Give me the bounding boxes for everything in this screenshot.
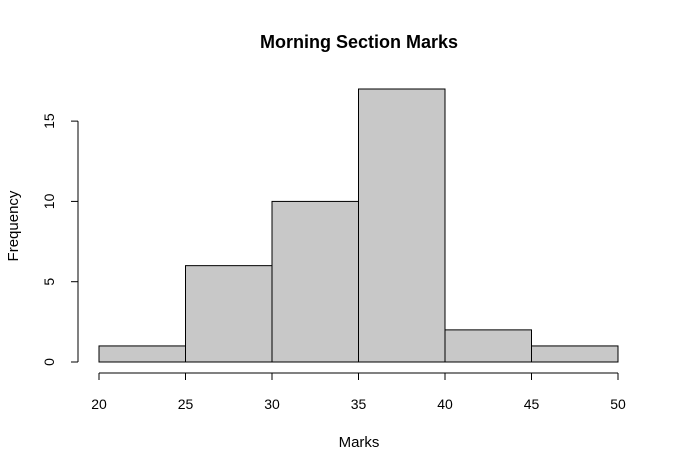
y-tick-label-5: 5: [41, 278, 57, 286]
y-tick-label-15: 15: [41, 113, 57, 129]
histogram-bar-25-30: [185, 265, 273, 363]
y-axis-label: Frequency: [5, 190, 22, 261]
x-tick-label-45: 45: [524, 396, 540, 412]
x-axis: 20 25 30 35 40 45 50: [91, 372, 626, 412]
histogram-bar-30-35: [271, 200, 359, 363]
chart-title: Morning Section Marks: [260, 32, 458, 52]
y-tick-label-10: 10: [41, 193, 57, 209]
x-tick-label-35: 35: [351, 396, 367, 412]
y-tick-label-0: 0: [41, 358, 57, 366]
x-tick-label-25: 25: [178, 396, 194, 412]
histogram-bar-40-45: [444, 329, 532, 363]
x-tick-label-20: 20: [91, 396, 107, 412]
histogram-bar-35-40: [358, 88, 446, 363]
histogram-bar-45-50: [531, 345, 619, 363]
histogram-bar-20-25: [98, 345, 186, 363]
bars-group: [98, 88, 619, 363]
x-tick-label-50: 50: [610, 396, 626, 412]
x-tick-label-30: 30: [264, 396, 280, 412]
x-tick-label-40: 40: [437, 396, 453, 412]
y-axis: 0 5 10 15: [41, 113, 79, 366]
x-axis-label: Marks: [339, 434, 380, 451]
